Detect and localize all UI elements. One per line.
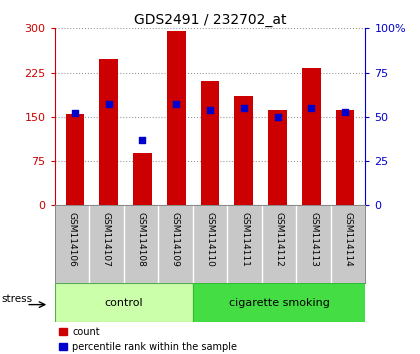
Point: [207, 107, 213, 113]
Point: [240, 105, 247, 111]
Bar: [201, 81, 219, 205]
Bar: [133, 153, 152, 205]
Point: [173, 102, 180, 107]
Point: [105, 102, 112, 107]
Text: GSM114109: GSM114109: [171, 212, 180, 267]
Text: GSM114110: GSM114110: [205, 212, 215, 267]
Bar: [167, 31, 186, 205]
Legend: count, percentile rank within the sample: count, percentile rank within the sample: [55, 323, 241, 354]
Text: GSM114112: GSM114112: [275, 212, 284, 266]
Point: [274, 114, 281, 120]
Text: control: control: [104, 298, 143, 308]
Text: GSM114113: GSM114113: [309, 212, 318, 267]
Bar: [234, 96, 253, 205]
Bar: [302, 68, 320, 205]
Text: GSM114106: GSM114106: [67, 212, 76, 267]
Point: [308, 105, 315, 111]
Bar: [336, 110, 354, 205]
Bar: [268, 110, 287, 205]
Text: GSM114107: GSM114107: [102, 212, 111, 267]
Point: [342, 109, 349, 114]
Point: [71, 110, 78, 116]
Bar: [66, 114, 84, 205]
Text: GSM114111: GSM114111: [240, 212, 249, 267]
Text: stress: stress: [1, 294, 32, 304]
Text: GSM114108: GSM114108: [136, 212, 145, 267]
Text: GSM114114: GSM114114: [344, 212, 353, 266]
Title: GDS2491 / 232702_at: GDS2491 / 232702_at: [134, 13, 286, 27]
Bar: [55, 283, 193, 322]
Text: cigarette smoking: cigarette smoking: [228, 298, 330, 308]
Point: [139, 137, 146, 143]
Bar: [193, 283, 365, 322]
Bar: [100, 59, 118, 205]
